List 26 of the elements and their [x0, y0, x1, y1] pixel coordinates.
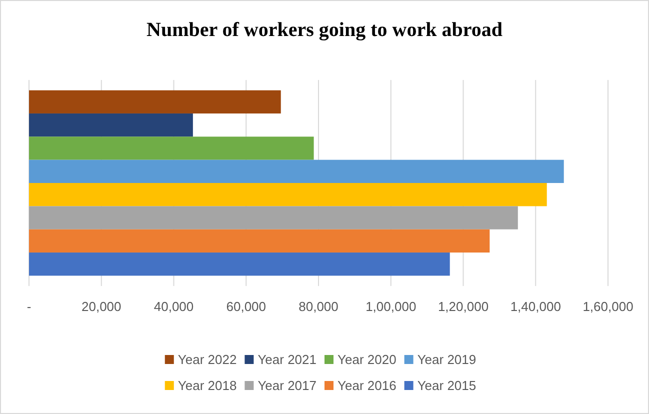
- x-tick-label: 1,40,000: [510, 299, 561, 314]
- x-tick-label: 1,00,000: [366, 299, 416, 314]
- legend-label: Year 2015: [417, 378, 476, 393]
- legend-label: Year 2021: [258, 352, 316, 367]
- legend-label: Year 2022: [178, 352, 237, 367]
- bar: [29, 90, 281, 114]
- bar: [29, 229, 490, 253]
- bar: [29, 252, 450, 276]
- legend-label: Year 2020: [338, 352, 396, 367]
- legend-label: Year 2019: [417, 352, 476, 367]
- legend-label: Year 2018: [178, 378, 237, 393]
- bar: [29, 113, 193, 137]
- x-tick-label: 1,20,000: [438, 299, 489, 314]
- bar: [29, 160, 564, 183]
- chart-title: Number of workers going to work abroad: [146, 19, 502, 41]
- bar: [29, 206, 518, 230]
- bar: [29, 183, 547, 206]
- legend-label: Year 2017: [258, 378, 316, 393]
- x-tick-label: 80,000: [298, 299, 338, 314]
- x-tick-label: 1,60,000: [582, 299, 634, 314]
- x-tick-label: 20,000: [81, 299, 122, 314]
- x-tick-label: 60,000: [226, 299, 266, 314]
- legend-label: Year 2016: [338, 378, 396, 393]
- bar: [29, 136, 314, 160]
- x-tick-label: 40,000: [154, 299, 194, 314]
- x-tick-label: -: [26, 299, 32, 314]
